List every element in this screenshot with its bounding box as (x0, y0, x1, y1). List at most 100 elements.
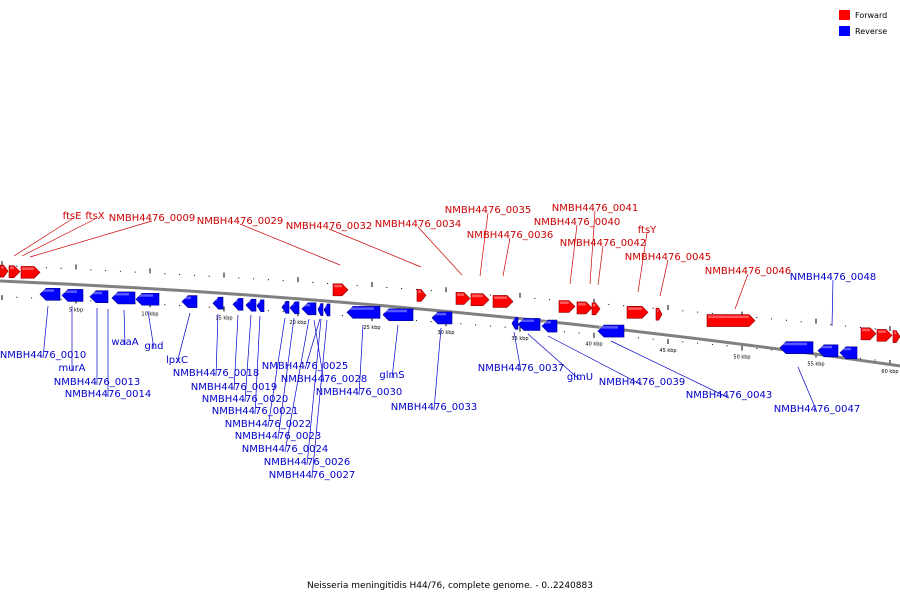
forward-gene[interactable] (470, 293, 490, 307)
legend-label-reverse: Reverse (855, 27, 887, 36)
reverse-gene-label: NMBH4476_0024 (242, 444, 328, 455)
leader-line (215, 313, 219, 377)
minor-tick (489, 294, 491, 296)
reverse-gene[interactable] (541, 319, 558, 333)
leader-line (147, 310, 155, 350)
forward-gene-label: NMBH4476_0045 (625, 252, 711, 263)
minor-tick (238, 277, 240, 279)
forward-gene[interactable] (591, 302, 601, 316)
reverse-gene[interactable] (61, 289, 84, 302)
minor-tick (90, 269, 92, 271)
reverse-gene[interactable] (382, 308, 414, 322)
reverse-gene-label: NMBH4476_0025 (262, 361, 348, 372)
reverse-gene[interactable] (245, 298, 257, 312)
forward-gene[interactable] (455, 292, 471, 305)
forward-gene-label: ftsE (63, 211, 82, 222)
reverse-gene[interactable] (256, 299, 265, 313)
forward-gene[interactable] (0, 264, 9, 278)
reverse-gene-label: NMBH4476_0018 (173, 368, 259, 379)
reverse-gene-label: NMBH4476_0037 (478, 363, 564, 374)
minor-tick (341, 314, 343, 316)
forward-gene-label: NMBH4476_0009 (109, 213, 195, 224)
scale-label: 60 kbp (881, 369, 898, 375)
minor-tick (460, 323, 462, 325)
leaders-layer (13, 210, 834, 479)
leader-line (311, 319, 328, 479)
ticks-layer: 5 kbp 10 kbp 15 kbp 20 kbp 25 kbp 30 kbp 35 kb… (1, 261, 899, 375)
reverse-gene[interactable] (89, 290, 109, 304)
forward-gene[interactable] (416, 289, 427, 302)
leader-line (306, 318, 322, 466)
minor-tick (682, 310, 684, 312)
leader-line (21, 218, 96, 257)
reverse-gene[interactable] (135, 292, 160, 306)
reverse-gene[interactable] (597, 324, 625, 338)
leader-line (610, 340, 730, 399)
reverse-gene[interactable] (779, 341, 814, 355)
reverse-gene[interactable] (289, 301, 300, 315)
scale-label: 15 kbp (215, 316, 232, 322)
leader-line (569, 224, 578, 285)
reverse-gene[interactable] (511, 317, 519, 330)
minor-tick (563, 331, 565, 333)
forward-gene[interactable] (860, 327, 877, 341)
map-caption: Neisseria meningitidis H44/76, complete … (307, 581, 593, 591)
minor-tick (637, 337, 639, 339)
minor-tick (282, 280, 284, 282)
leader-line (637, 232, 648, 293)
forward-gene[interactable] (706, 314, 756, 327)
forward-gene[interactable] (876, 329, 893, 342)
forward-gene[interactable] (626, 306, 649, 319)
reverse-gene[interactable] (517, 318, 541, 331)
minor-tick (90, 300, 92, 302)
reverse-gene[interactable] (111, 291, 136, 305)
minor-tick (164, 273, 166, 275)
forward-gene[interactable] (892, 330, 900, 343)
reverse-gene[interactable] (301, 302, 317, 316)
leader-line (233, 314, 239, 391)
forward-gene[interactable] (558, 300, 576, 313)
legend-label-forward: Forward (855, 11, 887, 20)
reverse-gene-label: NMBH4476_0026 (264, 457, 350, 468)
reverse-gene[interactable] (431, 311, 453, 325)
minor-tick (253, 278, 255, 280)
leader-line (734, 273, 749, 310)
forward-gene[interactable] (8, 265, 21, 278)
reverse-gene[interactable] (346, 306, 381, 319)
minor-tick (105, 270, 107, 272)
minor-tick (401, 288, 403, 290)
minor-tick (489, 325, 491, 327)
forward-gene[interactable] (576, 301, 593, 315)
minor-tick (830, 324, 832, 326)
leader-line (797, 366, 818, 413)
reverse-gene[interactable] (839, 346, 858, 360)
reverse-gene[interactable] (232, 298, 244, 311)
minor-tick (682, 341, 684, 343)
minor-tick (430, 290, 432, 292)
reverse-gene[interactable] (323, 303, 331, 317)
minor-tick (430, 321, 432, 323)
reverse-gene-label: waaA (111, 337, 138, 348)
leader-line (479, 212, 489, 277)
reverse-gene[interactable] (212, 296, 224, 310)
leader-line (304, 318, 321, 370)
reverse-gene[interactable] (281, 300, 290, 314)
minor-tick (356, 284, 358, 286)
minor-tick (697, 311, 699, 313)
minor-tick (756, 347, 758, 349)
reverse-gene[interactable] (181, 295, 198, 308)
leader-line (29, 220, 153, 258)
scale-label: 35 kbp (511, 336, 528, 342)
leader-line (42, 305, 49, 359)
forward-gene[interactable] (655, 307, 663, 321)
forward-gene[interactable] (492, 295, 514, 308)
leader-line (417, 226, 463, 276)
forward-gene[interactable] (332, 283, 349, 297)
reverse-gene[interactable] (817, 344, 839, 358)
leader-line (244, 314, 252, 403)
reverse-gene[interactable] (317, 303, 324, 316)
minor-tick (267, 310, 269, 312)
legend-swatch-forward (839, 10, 850, 20)
forward-gene[interactable] (20, 266, 41, 279)
reverse-gene[interactable] (39, 288, 61, 301)
